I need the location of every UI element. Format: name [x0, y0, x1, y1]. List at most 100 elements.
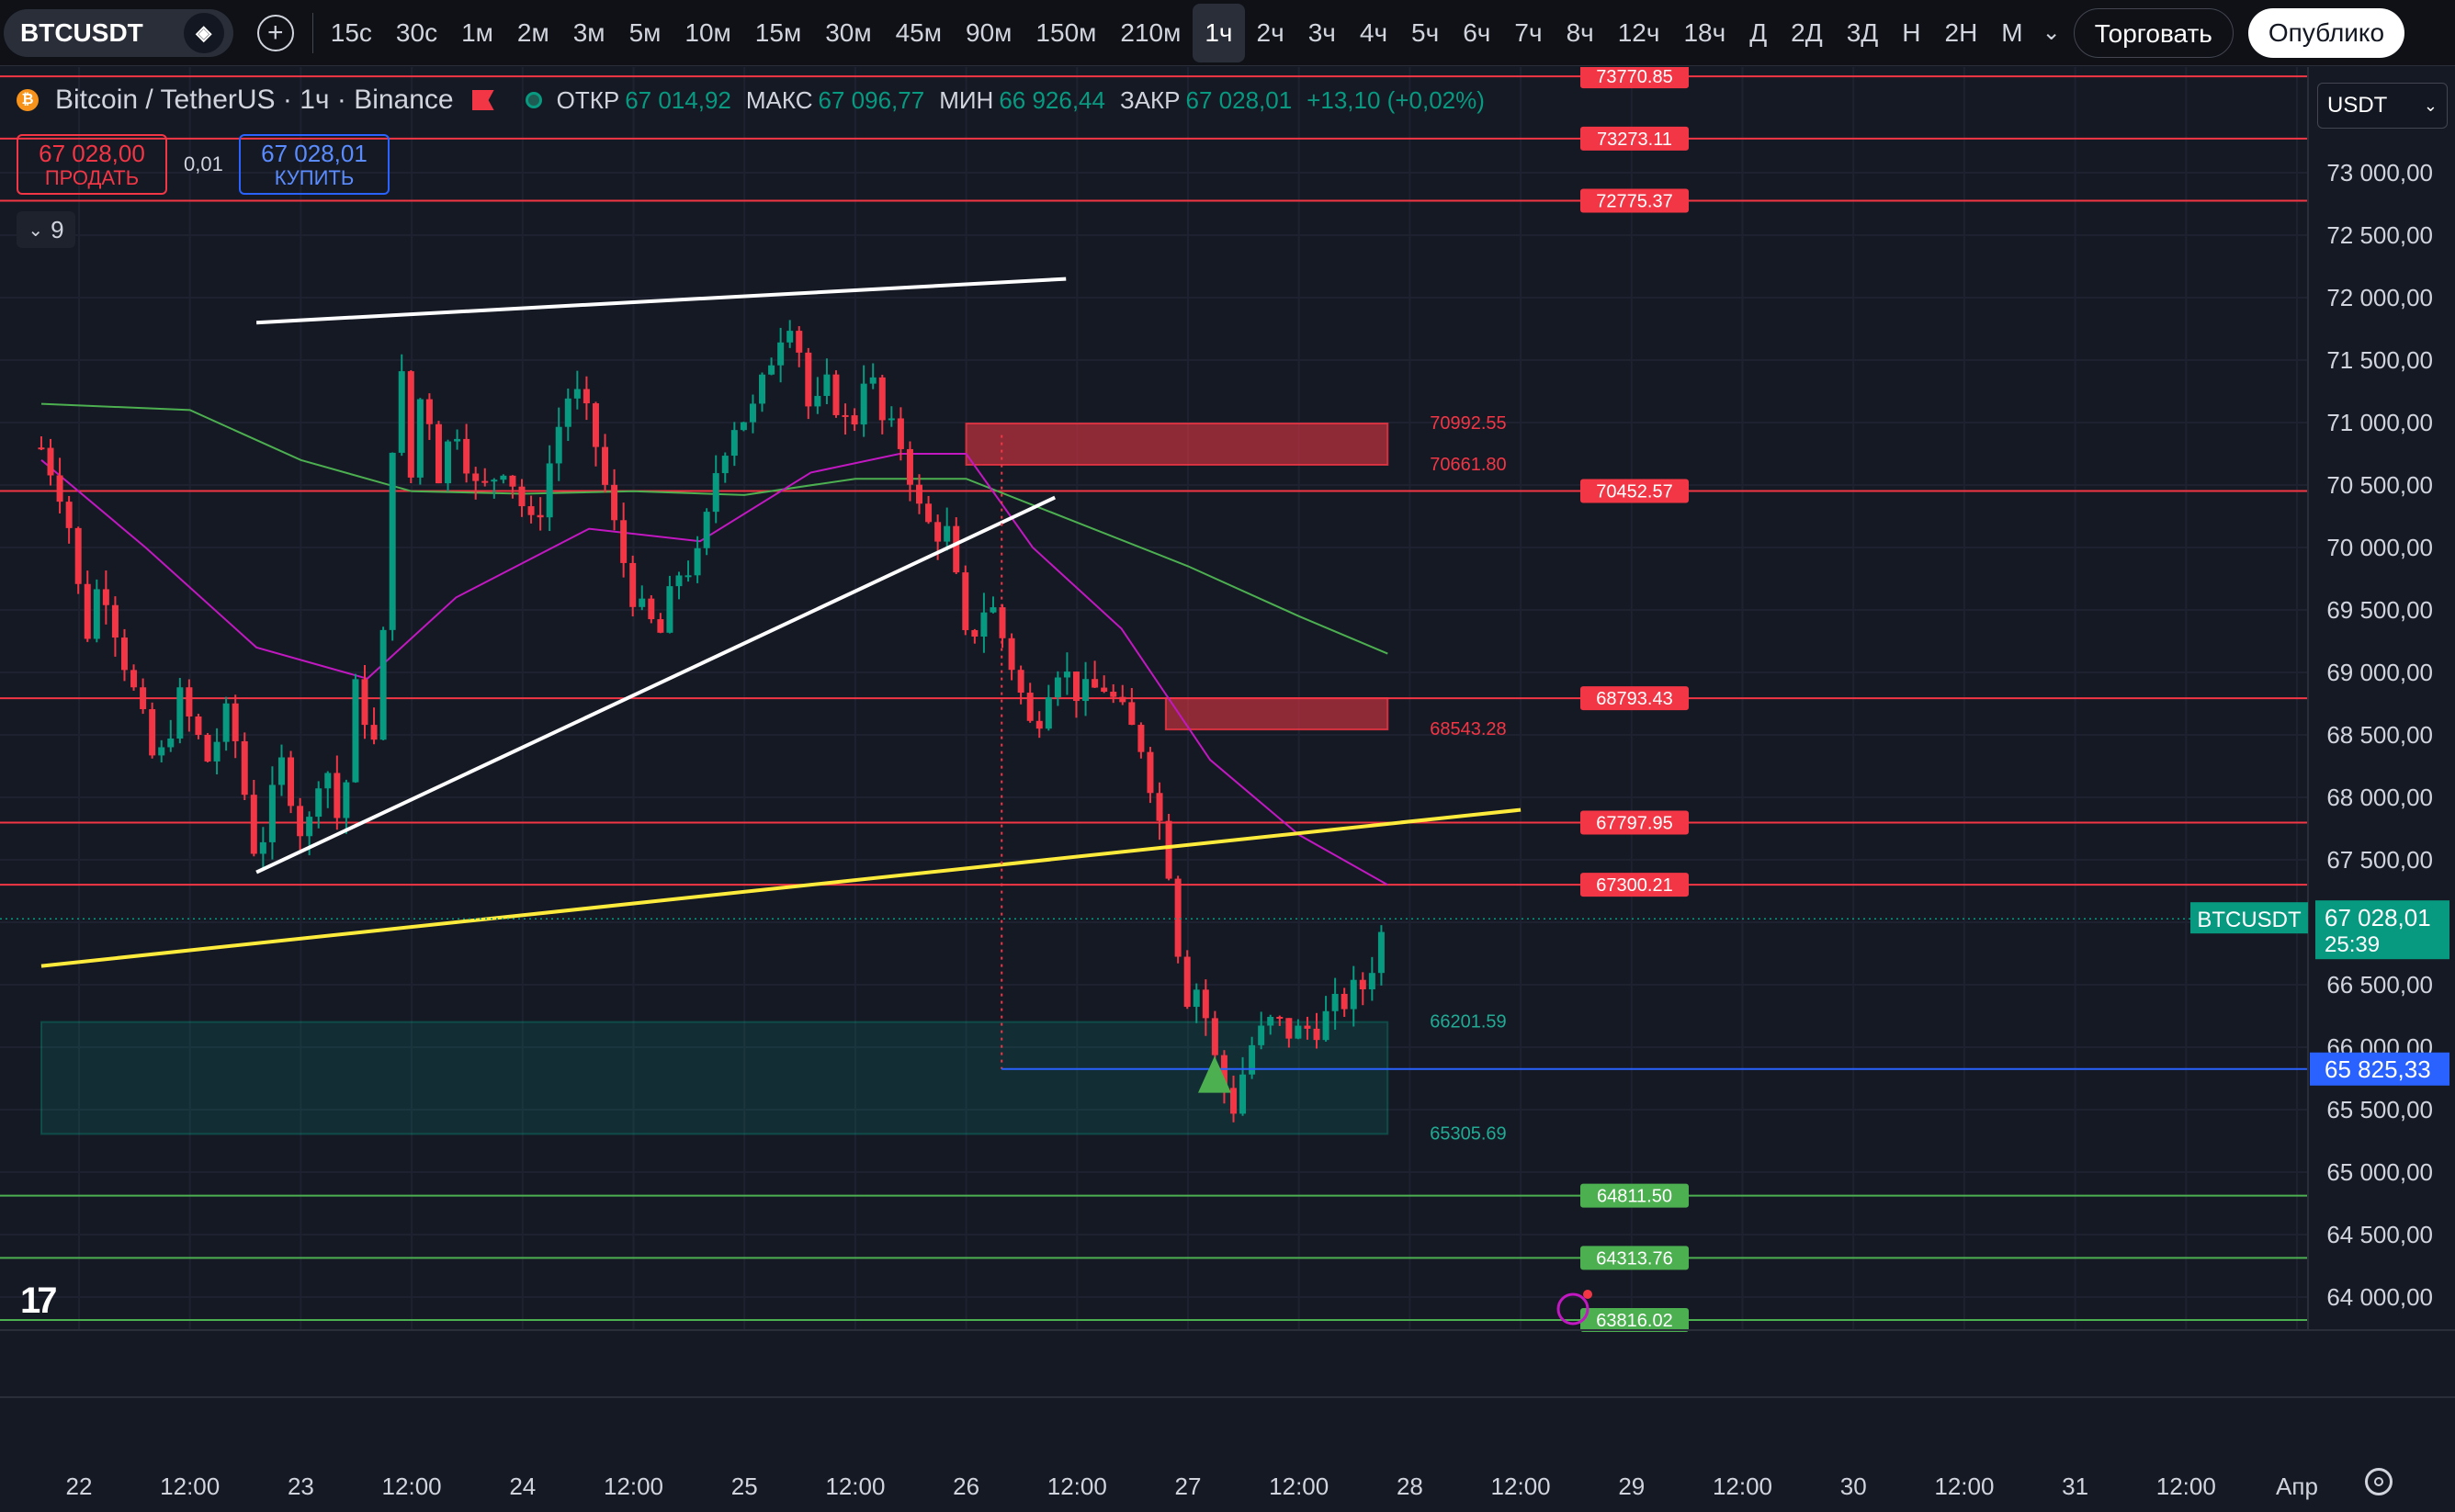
time-tick-label: 12:00: [1047, 1473, 1107, 1500]
candle: [65, 502, 73, 528]
interval-14[interactable]: 2ч: [1256, 17, 1284, 47]
candle: [1267, 1017, 1274, 1026]
interval-12[interactable]: 210м: [1120, 17, 1182, 47]
interval-28[interactable]: М: [2001, 17, 2023, 47]
level-label-red[interactable]: [1580, 479, 1689, 503]
level-label-red[interactable]: [1580, 873, 1689, 897]
chart-background: [0, 67, 2455, 1512]
zone-supply-0[interactable]: [965, 423, 1389, 466]
price-chart[interactable]: 70992.55 70661.80 68543.28 66201.59 65305.69…: [0, 67, 2455, 1512]
candle: [648, 598, 655, 620]
publish-button[interactable]: Опублико: [2247, 7, 2405, 58]
interval-3[interactable]: 2м: [516, 17, 549, 47]
time-tick-label: 25: [731, 1473, 758, 1500]
candle: [1220, 1055, 1228, 1089]
indicators-toggle[interactable]: ⌄ 9: [17, 211, 75, 248]
level-label-red-text: 67300.21: [1596, 875, 1672, 896]
buy-button[interactable]: 67 028,01 КУПИТЬ: [239, 134, 390, 195]
interval-10[interactable]: 90м: [966, 17, 1013, 47]
interval-11[interactable]: 150м: [1035, 17, 1097, 47]
trendline-white-0[interactable]: [256, 276, 1067, 325]
symbol-search-button[interactable]: BTCUSDT ◈: [4, 8, 233, 57]
interval-16[interactable]: 4ч: [1359, 17, 1388, 47]
candle: [832, 374, 840, 415]
interval-19[interactable]: 7ч: [1514, 17, 1543, 47]
candle: [186, 687, 193, 717]
price-tick-label: 73 000,00: [2326, 159, 2433, 186]
candle: [84, 583, 91, 639]
trendline-yellow-2[interactable]: [40, 807, 1522, 968]
candle: [721, 456, 729, 474]
level-label-red[interactable]: [1580, 188, 1689, 213]
interval-6[interactable]: 10м: [684, 17, 731, 47]
flag-icon[interactable]: [471, 90, 494, 110]
interval-1[interactable]: 30с: [395, 17, 438, 47]
candle: [93, 589, 100, 639]
candle: [712, 473, 719, 513]
trendline-white-1[interactable]: [255, 495, 1057, 874]
price-axis[interactable]: [2308, 67, 2455, 1330]
indicators-count: 9: [51, 215, 64, 243]
close-label: ЗАКР: [1119, 85, 1181, 114]
candle: [259, 841, 266, 854]
interval-13[interactable]: 1ч: [1193, 3, 1245, 62]
interval-17[interactable]: 5ч: [1411, 17, 1440, 47]
level-label-green[interactable]: [1580, 1308, 1689, 1333]
currency-select[interactable]: USDT ⌄: [2317, 83, 2448, 129]
gear-icon[interactable]: [2365, 1468, 2393, 1495]
interval-15[interactable]: 3ч: [1307, 17, 1336, 47]
candle: [1331, 993, 1339, 1011]
level-label-green[interactable]: [1580, 1246, 1689, 1270]
interval-9[interactable]: 45м: [895, 17, 943, 47]
sell-button[interactable]: 67 028,00 ПРОДАТЬ: [17, 134, 167, 195]
candle: [777, 342, 785, 366]
candle: [1137, 725, 1145, 752]
candle: [962, 572, 969, 630]
level-label-green[interactable]: [1580, 1183, 1689, 1208]
interval-4[interactable]: 3м: [572, 17, 605, 47]
chevron-down-icon[interactable]: ⌄: [2042, 20, 2061, 45]
interval-0[interactable]: 15с: [330, 17, 372, 47]
time-tick-label: 28: [1397, 1473, 1423, 1500]
candle: [1304, 1025, 1311, 1029]
level-label-red[interactable]: [1580, 686, 1689, 711]
alert-icon[interactable]: [1556, 1292, 1590, 1326]
candle: [805, 352, 812, 407]
candle: [953, 525, 960, 573]
interval-8[interactable]: 30м: [825, 17, 872, 47]
level-label-red[interactable]: [1580, 810, 1689, 835]
candle: [149, 709, 156, 756]
interval-21[interactable]: 12ч: [1617, 17, 1660, 47]
interval-22[interactable]: 18ч: [1683, 17, 1726, 47]
interval-18[interactable]: 6ч: [1463, 17, 1491, 47]
trade-button[interactable]: Торговать: [2073, 7, 2234, 58]
zone-supply-1[interactable]: [1164, 697, 1389, 731]
candle: [768, 365, 775, 375]
add-symbol-icon[interactable]: +: [256, 14, 294, 51]
interval-25[interactable]: 3Д: [1846, 17, 1879, 47]
candle: [324, 773, 332, 789]
diamond-icon[interactable]: ◈: [183, 12, 224, 53]
interval-26[interactable]: Н: [1902, 17, 1921, 47]
candle: [666, 586, 673, 633]
interval-24[interactable]: 2Д: [1791, 17, 1823, 47]
interval-2[interactable]: 1м: [461, 17, 493, 47]
candle: [980, 612, 988, 638]
candle: [749, 403, 756, 423]
buy-signal-arrow: [1197, 1055, 1231, 1093]
interval-20[interactable]: 8ч: [1566, 17, 1594, 47]
time-tick-label: 12:00: [1713, 1473, 1772, 1500]
tradingview-logo[interactable]: 17: [20, 1281, 57, 1321]
candle: [555, 426, 562, 464]
candle: [288, 757, 295, 807]
interval-7[interactable]: 15м: [754, 17, 802, 47]
candle: [1193, 989, 1200, 1008]
interval-23[interactable]: Д: [1749, 17, 1768, 47]
interval-5[interactable]: 5м: [628, 17, 662, 47]
candle: [860, 383, 867, 425]
interval-27[interactable]: 2Н: [1944, 17, 1978, 47]
candle: [1147, 751, 1154, 794]
level-label-red[interactable]: [1580, 67, 1689, 89]
zone-demand-2[interactable]: [40, 1021, 1389, 1135]
level-label-red[interactable]: [1580, 126, 1689, 151]
